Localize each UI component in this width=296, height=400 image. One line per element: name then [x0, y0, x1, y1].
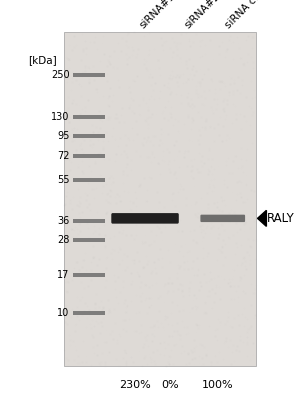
FancyBboxPatch shape [111, 213, 179, 224]
Text: 230%: 230% [119, 380, 151, 390]
Text: 95: 95 [57, 130, 70, 140]
Text: 100%: 100% [202, 380, 233, 390]
Bar [73, 219, 105, 223]
Text: 17: 17 [57, 270, 70, 280]
Text: siRNA#1: siRNA#1 [138, 0, 178, 30]
Bar [73, 134, 105, 138]
Bar [73, 115, 105, 119]
Bar [73, 74, 105, 78]
Text: 0%: 0% [161, 380, 179, 390]
Text: 250: 250 [51, 70, 70, 80]
Text: [kDa]: [kDa] [28, 55, 57, 65]
Text: 10: 10 [57, 308, 70, 318]
Text: 55: 55 [57, 175, 70, 185]
Text: 130: 130 [51, 112, 70, 122]
Text: siRNA ctrl: siRNA ctrl [224, 0, 267, 30]
Text: 36: 36 [57, 216, 70, 226]
Bar [64, 32, 256, 366]
FancyBboxPatch shape [200, 215, 245, 222]
Bar [73, 154, 105, 158]
Bar [73, 178, 105, 182]
Bar [73, 311, 105, 315]
Text: 28: 28 [57, 235, 70, 245]
Text: 72: 72 [57, 151, 70, 161]
Bar [73, 238, 105, 242]
Text: siRNA#2: siRNA#2 [182, 0, 222, 30]
Bar [73, 273, 105, 277]
Text: RALY: RALY [267, 212, 295, 225]
Polygon shape [258, 210, 266, 226]
